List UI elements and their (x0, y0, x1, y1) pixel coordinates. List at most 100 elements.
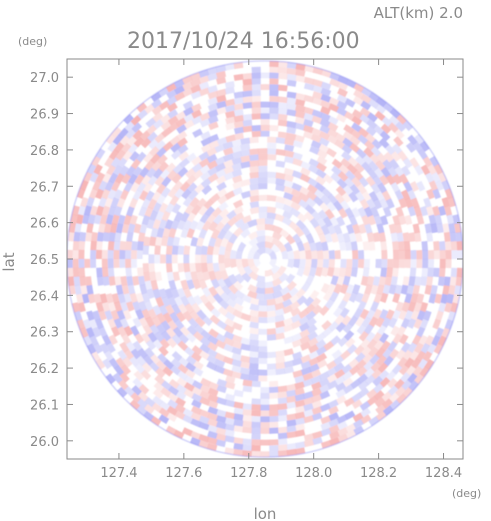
echo-cell (294, 393, 305, 402)
echo-cell (284, 150, 295, 158)
echo-cell (258, 311, 268, 318)
echo-cell (95, 249, 103, 259)
echo-cell (410, 259, 417, 269)
echo-cell (231, 358, 242, 367)
echo-cell (249, 136, 259, 144)
echo-cell (376, 354, 387, 366)
echo-cell (327, 380, 338, 390)
echo-cell (269, 107, 279, 114)
echo-cell (381, 391, 393, 402)
echo-cell (119, 165, 130, 177)
echo-cell (416, 250, 423, 260)
echo-cell (163, 359, 174, 370)
echo-cell (159, 338, 170, 349)
echo-cell (233, 401, 244, 409)
echo-cell (212, 245, 220, 256)
echo-cell (135, 292, 144, 303)
echo-cell (243, 265, 253, 276)
echo-cell (152, 119, 164, 130)
echo-cell (266, 206, 277, 214)
echo-cell (269, 125, 279, 132)
echo-cell (223, 330, 235, 340)
echo-cell (68, 285, 76, 295)
echo-cell (312, 304, 323, 316)
echo-cell (166, 89, 177, 99)
echo-cell (191, 109, 202, 119)
echo-cell (444, 240, 452, 251)
echo-cell (410, 293, 419, 304)
echo-cell (260, 101, 270, 108)
echo-cell (249, 171, 259, 179)
echo-cell (310, 250, 318, 260)
echo-cell (83, 205, 92, 216)
echo-cell (249, 374, 259, 382)
echo-cell (178, 333, 189, 344)
echo-cell (370, 146, 382, 157)
echo-cell (295, 411, 306, 420)
echo-cell (67, 276, 75, 286)
echo-cell (249, 264, 260, 275)
echo-cell (359, 107, 371, 118)
echo-cell (379, 332, 389, 344)
echo-cell (199, 336, 211, 347)
echo-cell (282, 298, 293, 308)
echo-cell (190, 236, 199, 247)
echo-cell (370, 284, 379, 295)
echo-cell (316, 352, 328, 363)
echo-cell (125, 128, 136, 140)
echo-cell (260, 422, 270, 429)
echo-cell (356, 183, 367, 195)
echo-cell (130, 348, 141, 360)
echo-cell (129, 214, 138, 225)
echo-cell (251, 398, 261, 405)
echo-cell (265, 235, 275, 243)
echo-cell (108, 357, 119, 369)
echo-cell (258, 165, 268, 172)
echo-cell (373, 198, 383, 210)
echo-cell (269, 72, 279, 79)
echo-cell (357, 259, 365, 269)
echo-cell (361, 215, 370, 226)
echo-cell (225, 241, 234, 252)
echo-cell (249, 315, 259, 323)
echo-cell (267, 177, 277, 184)
echo-cell (388, 284, 397, 295)
echo-cell (191, 380, 203, 390)
echo-cell (286, 419, 297, 427)
echo-cell (130, 181, 140, 193)
echo-cell (344, 177, 355, 188)
echo-cell (233, 126, 244, 135)
echo-cell (435, 310, 444, 322)
echo-cell (150, 280, 159, 291)
echo-cell (361, 87, 372, 98)
echo-cell (216, 106, 227, 115)
echo-cell (304, 303, 316, 314)
echo-cell (337, 427, 348, 437)
echo-cell (114, 276, 122, 286)
echo-cell (367, 214, 377, 226)
echo-cell (180, 295, 190, 307)
echo-cell (265, 247, 274, 255)
echo-cell (300, 167, 311, 177)
echo-cell (408, 232, 416, 242)
echo-cell (266, 298, 276, 306)
echo-cell (165, 254, 172, 264)
echo-cell (266, 334, 277, 341)
echo-cell (207, 160, 218, 170)
echo-cell (184, 303, 195, 314)
echo-cell (269, 78, 279, 85)
echo-cell (225, 134, 236, 143)
echo-cell (129, 399, 141, 410)
echo-cell (190, 430, 201, 440)
echo-cell (167, 319, 178, 331)
echo-cell (359, 338, 371, 350)
echo-cell (231, 150, 242, 159)
echo-cell (231, 346, 242, 356)
echo-cell (420, 342, 431, 354)
echo-cell (186, 211, 197, 223)
echo-cell (169, 135, 181, 146)
echo-cell (370, 301, 380, 312)
echo-cell (301, 226, 311, 237)
echo-cell (138, 300, 147, 312)
echo-cell (126, 206, 135, 217)
